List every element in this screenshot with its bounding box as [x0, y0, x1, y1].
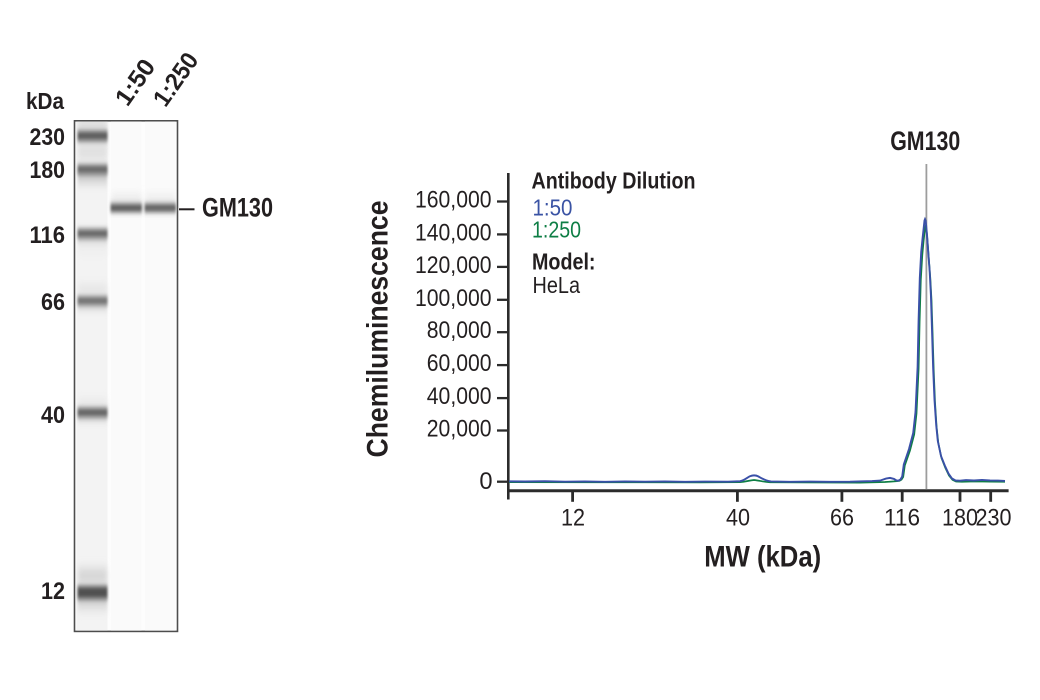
svg-text:160,000: 160,000 — [415, 188, 492, 214]
svg-text:GM130: GM130 — [202, 193, 273, 223]
svg-text:Antibody Dilution: Antibody Dilution — [532, 167, 696, 193]
svg-text:1:50: 1:50 — [110, 54, 161, 110]
svg-text:66: 66 — [41, 289, 65, 316]
svg-text:116: 116 — [884, 506, 920, 532]
svg-text:180: 180 — [942, 506, 978, 532]
svg-text:100,000: 100,000 — [415, 286, 492, 312]
svg-text:0: 0 — [479, 469, 492, 495]
svg-text:1:250: 1:250 — [532, 217, 581, 243]
svg-text:40: 40 — [726, 506, 750, 532]
svg-text:120,000: 120,000 — [415, 253, 492, 279]
svg-text:12: 12 — [561, 506, 585, 532]
svg-text:116: 116 — [30, 222, 66, 249]
svg-text:40,000: 40,000 — [427, 384, 492, 410]
svg-text:230: 230 — [976, 506, 1012, 532]
svg-text:GM130: GM130 — [890, 126, 960, 156]
svg-text:12: 12 — [41, 578, 65, 605]
svg-text:1:250: 1:250 — [148, 48, 204, 112]
svg-text:Chemiluminescence: Chemiluminescence — [362, 201, 395, 458]
svg-text:66: 66 — [830, 506, 854, 532]
svg-text:20,000: 20,000 — [427, 417, 492, 443]
svg-text:140,000: 140,000 — [415, 220, 492, 246]
svg-text:60,000: 60,000 — [427, 351, 492, 377]
svg-text:180: 180 — [30, 157, 66, 184]
svg-text:80,000: 80,000 — [427, 318, 492, 344]
svg-text:230: 230 — [30, 124, 66, 151]
svg-text:40: 40 — [41, 402, 65, 429]
svg-text:kDa: kDa — [26, 88, 64, 114]
svg-text:HeLa: HeLa — [533, 272, 581, 298]
svg-text:MW (kDa): MW (kDa) — [704, 541, 821, 574]
svg-text:Model:: Model: — [532, 249, 596, 275]
svg-text:1:50: 1:50 — [533, 194, 573, 220]
